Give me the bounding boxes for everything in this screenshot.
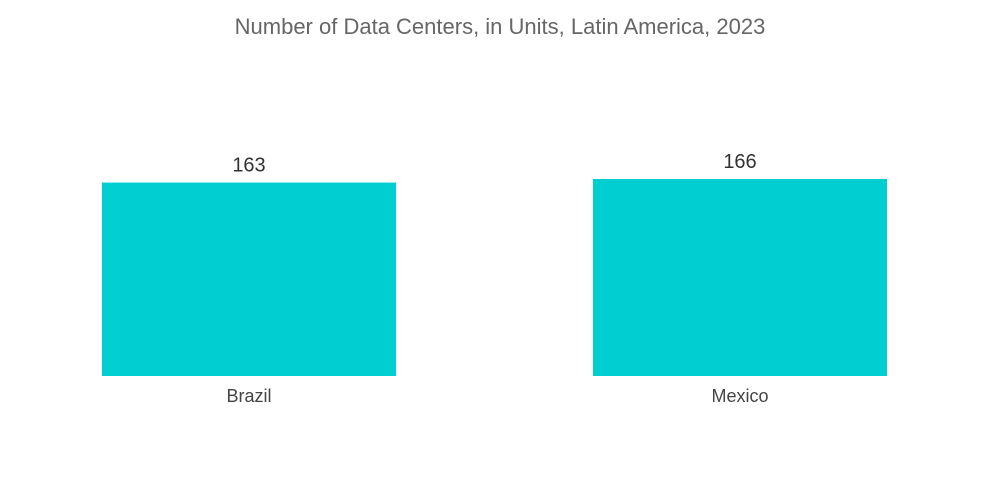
value-label-mexico: 166 <box>723 151 756 173</box>
chart-title: Number of Data Centers, in Units, Latin … <box>234 14 766 39</box>
category-label-mexico: Mexico <box>711 386 768 406</box>
value-label-brazil: 163 <box>232 155 265 177</box>
category-label-brazil: Brazil <box>226 386 271 406</box>
bar-mexico <box>593 179 887 376</box>
bar-brazil <box>102 182 396 376</box>
